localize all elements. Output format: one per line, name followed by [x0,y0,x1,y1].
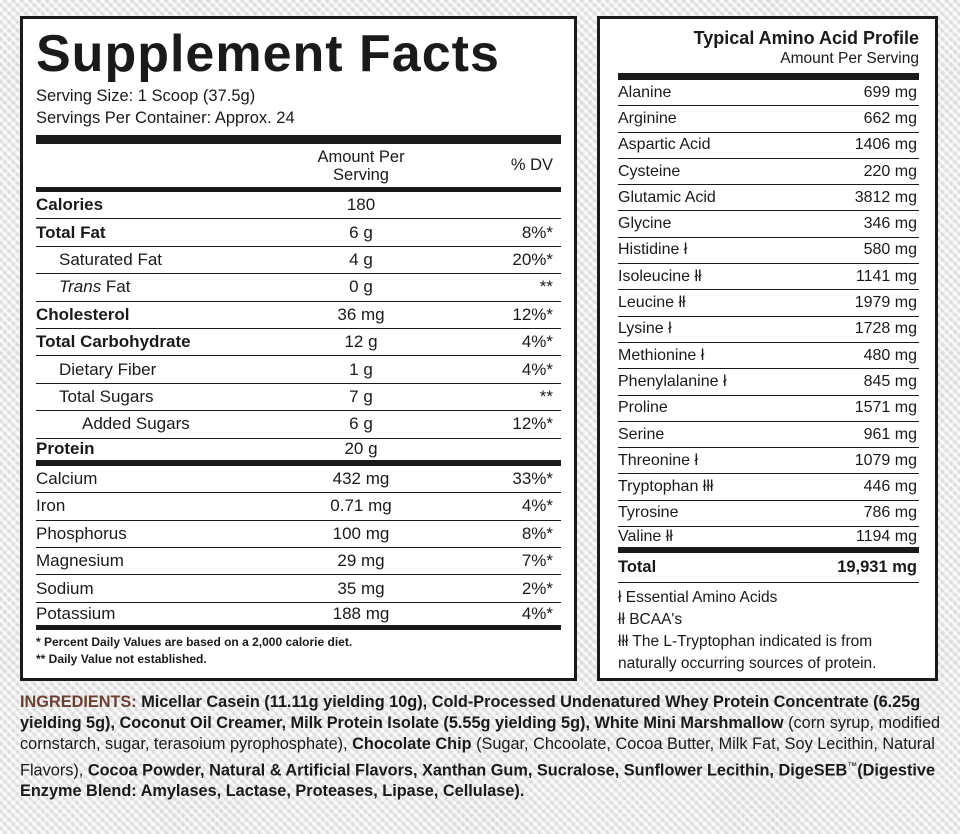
legend-tryptophan-line2: naturally occurring sources of protein. [618,655,877,673]
amino-row: Aspartic Acid 1406 mg [618,133,919,159]
facts-row-dietary-fiber: Dietary Fiber 1 g 4%* [36,356,561,384]
facts-row-added-sugars: Added Sugars 6 g 12%* [36,411,561,439]
facts-row-saturated-fat: Saturated Fat 4 g 20%* [36,247,561,275]
supplement-facts-panel: Supplement Facts Serving Size: 1 Scoop (… [20,16,577,681]
legend-tryptophan-line1: łłł The L-Tryptophan indicated is from [618,633,873,651]
amino-row: Glutamic Acid 3812 mg [618,185,919,212]
amino-row: Arginine 662 mg [618,106,919,133]
amino-row: Serine 961 mg [618,422,919,449]
legend-essential: ł Essential Amino Acids [618,589,778,607]
amino-row: Alanine 699 mg [618,80,919,107]
legend-bcaa: łł BCAA's [618,611,683,629]
facts-row-phosphorus: Phosphorus 100 mg 8%* [36,521,561,549]
amino-row: Valine łł 1194 mg [618,527,919,554]
amino-total-row: Total 19,931 mg [618,553,919,584]
amino-row: Glycine 346 mg [618,211,919,238]
facts-row-cholesterol: Cholesterol 36 mg 12%* [36,302,561,329]
facts-row-total-fat: Total Fat 6 g 8%* [36,219,561,247]
facts-row-total-carbohydrate: Total Carbohydrate 12 g 4%* [36,329,561,357]
amino-row: Leucine łł 1979 mg [618,290,919,317]
thick-divider [36,135,561,144]
amino-row: Phenylalanine ł 845 mg [618,369,919,396]
amino-legend: ł Essential Amino Acids łł BCAA's łłł Th… [618,587,919,675]
amino-row: Proline 1571 mg [618,396,919,422]
serving-size: Serving Size: 1 Scoop (37.5g) [36,87,256,105]
footnote-dv-not-established: ** Daily Value not established. [36,652,207,667]
facts-row-calcium: Calcium 432 mg 33%* [36,466,561,494]
facts-row-potassium: Potassium 188 mg 4%* [36,603,561,631]
amino-row: Tryptophan łłł 446 mg [618,474,919,501]
amino-acid-profile-panel: Typical Amino Acid Profile Amount Per Se… [597,16,938,681]
amino-profile-subtitle: Amount Per Serving [780,50,919,67]
facts-row-iron: Iron 0.71 mg 4%* [36,493,561,521]
amount-per-serving-header: Amount Per Serving [317,147,405,184]
thick-divider [618,73,919,80]
ingredients-paragraph: INGREDIENTS: Micellar Casein (11.11g yie… [20,693,941,801]
amino-row: Threonine ł 1079 mg [618,448,919,475]
facts-row-total-sugars: Total Sugars 7 g ** [36,384,561,412]
facts-row-protein: Protein 20 g [36,439,561,466]
supplement-facts-title: Supplement Facts [36,25,500,83]
amino-row: Histidine ł 580 mg [618,238,919,265]
facts-row-magnesium: Magnesium 29 mg 7%* [36,548,561,576]
amino-row: Lysine ł 1728 mg [618,317,919,343]
amino-row: Cysteine 220 mg [618,159,919,186]
facts-row-trans-fat: Trans Fat 0 g ** [36,274,561,302]
facts-footnotes: * Percent Daily Values are based on a 2,… [36,634,561,668]
footnote-percent-dv: * Percent Daily Values are based on a 2,… [36,635,353,650]
facts-row-sodium: Sodium 35 mg 2%* [36,575,561,603]
facts-row-calories: Calories 180 [36,192,561,220]
amino-row: Tyrosine 786 mg [618,501,919,528]
trademark-symbol: ™ [847,760,858,772]
dv-header: % DV [510,156,553,174]
servings-per-container: Servings Per Container: Approx. 24 [36,109,295,127]
amino-row: Isoleucine łł 1141 mg [618,264,919,291]
facts-header-row: Amount Per Serving % DV [36,144,561,192]
amino-profile-title: Typical Amino Acid Profile [693,28,919,48]
ingredients-label: INGREDIENTS: [20,693,137,711]
amino-row: Methionine ł 480 mg [618,343,919,370]
